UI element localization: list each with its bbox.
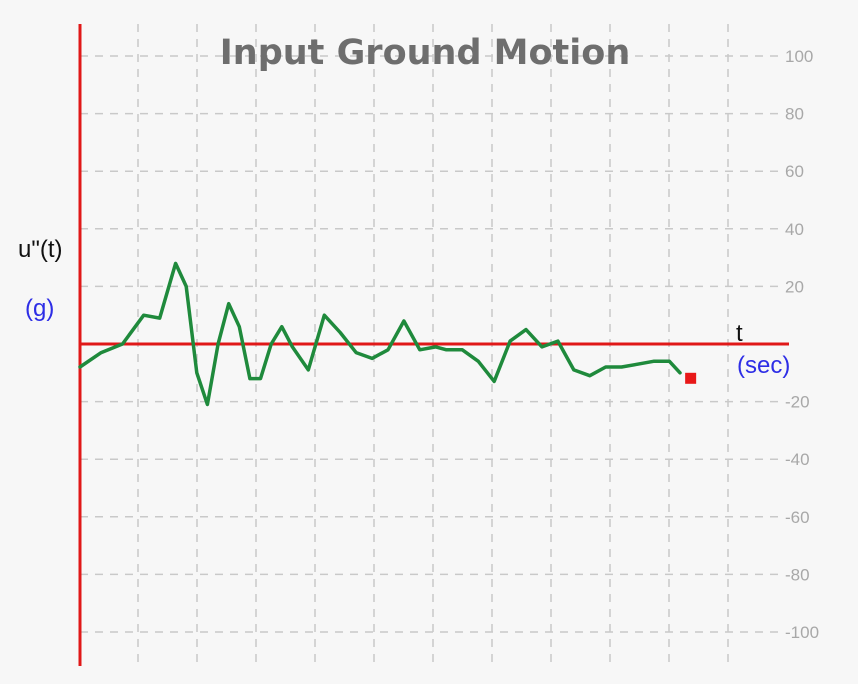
y-axis-label: u"(t) bbox=[18, 236, 63, 263]
y-tick-label: -40 bbox=[785, 450, 810, 469]
y-tick-label: 40 bbox=[785, 220, 804, 239]
chart-title: Input Ground Motion bbox=[220, 33, 631, 73]
x-axis-label: t bbox=[736, 320, 743, 347]
y-tick-label: 80 bbox=[785, 105, 804, 124]
y-tick-label: -20 bbox=[785, 393, 810, 412]
x-axis-unit: (sec) bbox=[737, 352, 790, 379]
series-line bbox=[78, 261, 682, 407]
y-tick-label: 20 bbox=[785, 277, 804, 296]
y-tick-label: -100 bbox=[785, 623, 819, 642]
y-tick-label: 60 bbox=[785, 162, 804, 181]
y-tick-label: -80 bbox=[785, 565, 810, 584]
y-tick-label: 100 bbox=[785, 47, 813, 66]
end-marker bbox=[685, 372, 697, 384]
y-tick-label: -60 bbox=[785, 508, 810, 527]
y-tick-labels: 100 80 60 40 20 -20 -40 -60 -80 -100 bbox=[785, 47, 819, 642]
y-axis-unit: (g) bbox=[25, 295, 54, 322]
